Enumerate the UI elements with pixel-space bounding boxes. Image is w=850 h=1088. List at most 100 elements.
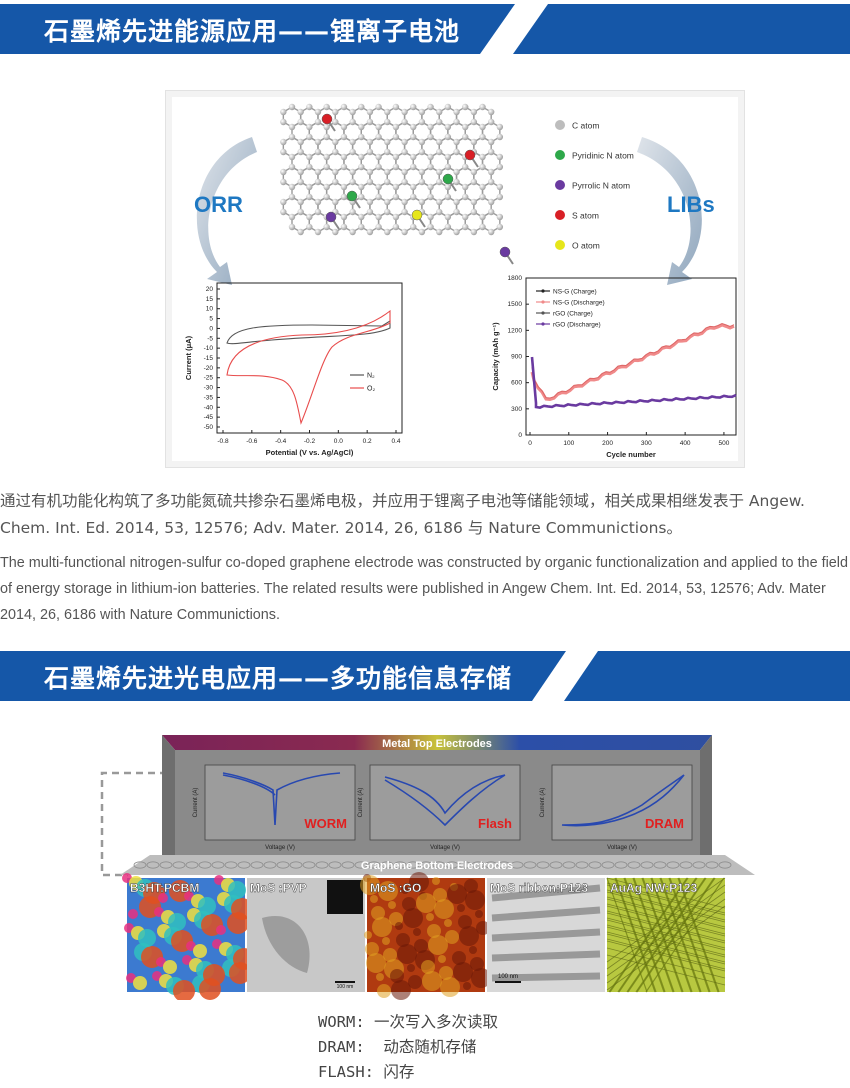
carbon-atom xyxy=(401,148,408,156)
atom-legend: C atom Pyridinic N atom Pyrrolic N atom S a… xyxy=(555,120,634,251)
carbon-atom xyxy=(280,168,287,176)
cap-legend-label: rGO (Discharge) xyxy=(553,321,601,328)
carbon-atom xyxy=(410,123,417,131)
cap-y-tick: 300 xyxy=(511,406,522,413)
carbon-atom xyxy=(410,193,417,201)
carbon-atom xyxy=(444,223,452,231)
carbon-atom xyxy=(462,223,469,231)
carbon-atom xyxy=(375,223,382,231)
carbon-atom xyxy=(427,193,434,201)
cap-y-tick: 0 xyxy=(518,432,522,439)
carbon-atom xyxy=(436,178,443,186)
carbon-atom xyxy=(340,193,348,201)
cv-x-tick: -0.8 xyxy=(217,438,229,445)
carbon-atom xyxy=(314,208,322,216)
carbon-atom xyxy=(392,123,400,131)
carbon-atom xyxy=(453,108,460,116)
carbon-atom xyxy=(496,123,504,131)
carbon-atom xyxy=(306,193,313,201)
carbon-atom xyxy=(444,153,452,161)
carbon-atom xyxy=(392,103,400,111)
legend-atom-label: C atom xyxy=(572,121,599,131)
panel-y-label: Current (A) xyxy=(193,788,199,818)
carbon-atom xyxy=(401,178,408,186)
carbon-atom xyxy=(496,223,504,231)
carbon-atom xyxy=(288,213,296,221)
carbon-atom xyxy=(366,148,374,156)
carbon-atom xyxy=(401,208,408,216)
carbon-atom xyxy=(366,208,374,216)
carbon-atom xyxy=(462,123,469,131)
carbon-atom xyxy=(496,133,504,141)
carbon-atom xyxy=(496,183,504,191)
panel-mode-label: DRAM xyxy=(645,816,684,831)
carbon-atom xyxy=(332,228,339,236)
carbon-atom xyxy=(453,138,460,146)
cap-legend-marker xyxy=(541,300,545,304)
legend-atom-icon xyxy=(555,210,565,220)
carbon-atom xyxy=(384,168,391,176)
carbon-atom xyxy=(323,103,330,111)
banner-background xyxy=(0,651,850,701)
carbon-atom xyxy=(427,123,434,131)
carbon-atom xyxy=(462,183,469,191)
material-image: 100 nm MoS ribbon:P123 xyxy=(487,878,605,992)
carbon-atom xyxy=(418,198,426,206)
carbon-atom xyxy=(418,168,426,176)
carbon-atom xyxy=(384,208,391,216)
cap-y-tick: 1500 xyxy=(508,301,523,308)
carbon-atom xyxy=(418,148,426,156)
section-banner-energy: 石墨烯先进能源应用——锂离子电池 xyxy=(0,0,850,56)
carbon-atom xyxy=(297,148,304,156)
carbon-atom xyxy=(427,153,434,161)
dopant-atom xyxy=(321,113,333,125)
carbon-atom xyxy=(297,138,304,146)
carbon-atom xyxy=(470,108,478,116)
carbon-atom xyxy=(349,208,356,216)
cv-series-o2 xyxy=(226,309,391,425)
carbon-atom xyxy=(496,163,504,171)
carbon-atom xyxy=(436,208,443,216)
carbon-atom xyxy=(410,133,417,141)
panel-y-label: Current (A) xyxy=(540,788,546,818)
carbon-atom xyxy=(401,198,408,206)
cv-y-tick: -25 xyxy=(204,375,214,382)
carbon-atom xyxy=(366,228,374,236)
carbon-atom xyxy=(410,103,417,111)
carbon-atom xyxy=(280,198,287,206)
carbon-atom xyxy=(410,183,417,191)
carbon-atom xyxy=(375,163,382,171)
cap-y-tick: 1800 xyxy=(508,275,523,282)
carbon-atom xyxy=(375,213,382,221)
carbon-atom xyxy=(306,153,313,161)
carbon-atom xyxy=(366,118,374,126)
carbon-atom xyxy=(444,183,452,191)
figure1-svg: ORR LIBs C atom Pyridinic N atom Pyrrolic … xyxy=(184,103,737,459)
carbon-atom xyxy=(323,193,330,201)
cv-x-label: Potential (V vs. Ag/AgCl) xyxy=(266,448,354,457)
cap-legend-marker xyxy=(541,311,545,315)
carbon-atom xyxy=(487,118,495,126)
carbon-atom xyxy=(401,228,408,236)
dopant-atom xyxy=(499,246,511,258)
iv-panel-worm: WORM Voltage (V) Current (A) xyxy=(193,764,356,851)
carbon-atom xyxy=(288,163,296,171)
carbon-atom xyxy=(479,213,486,221)
carbon-atom xyxy=(280,108,287,116)
carbon-atom xyxy=(366,198,374,206)
carbon-atom xyxy=(323,223,330,231)
cv-y-tick: -35 xyxy=(204,394,214,401)
carbon-atom xyxy=(427,223,434,231)
legend-atom-label: S atom xyxy=(572,211,599,221)
panel-mode-label: Flash xyxy=(478,816,512,831)
material-images: B3HT:PCBM 100 nm MoS :PVP MoS :GO 100 nm MoS … xyxy=(122,872,726,1002)
carbon-atom xyxy=(306,223,313,231)
carbon-atom xyxy=(332,118,339,126)
carbon-atom xyxy=(280,138,287,146)
carbon-atom xyxy=(427,163,434,171)
paragraph-english: The multi-functional nitrogen-sulfur co-… xyxy=(0,555,848,623)
dopant-atom xyxy=(411,209,423,221)
legend-atom-label: O atom xyxy=(572,241,600,251)
carbon-atom xyxy=(306,103,313,111)
carbon-atom xyxy=(392,193,400,201)
